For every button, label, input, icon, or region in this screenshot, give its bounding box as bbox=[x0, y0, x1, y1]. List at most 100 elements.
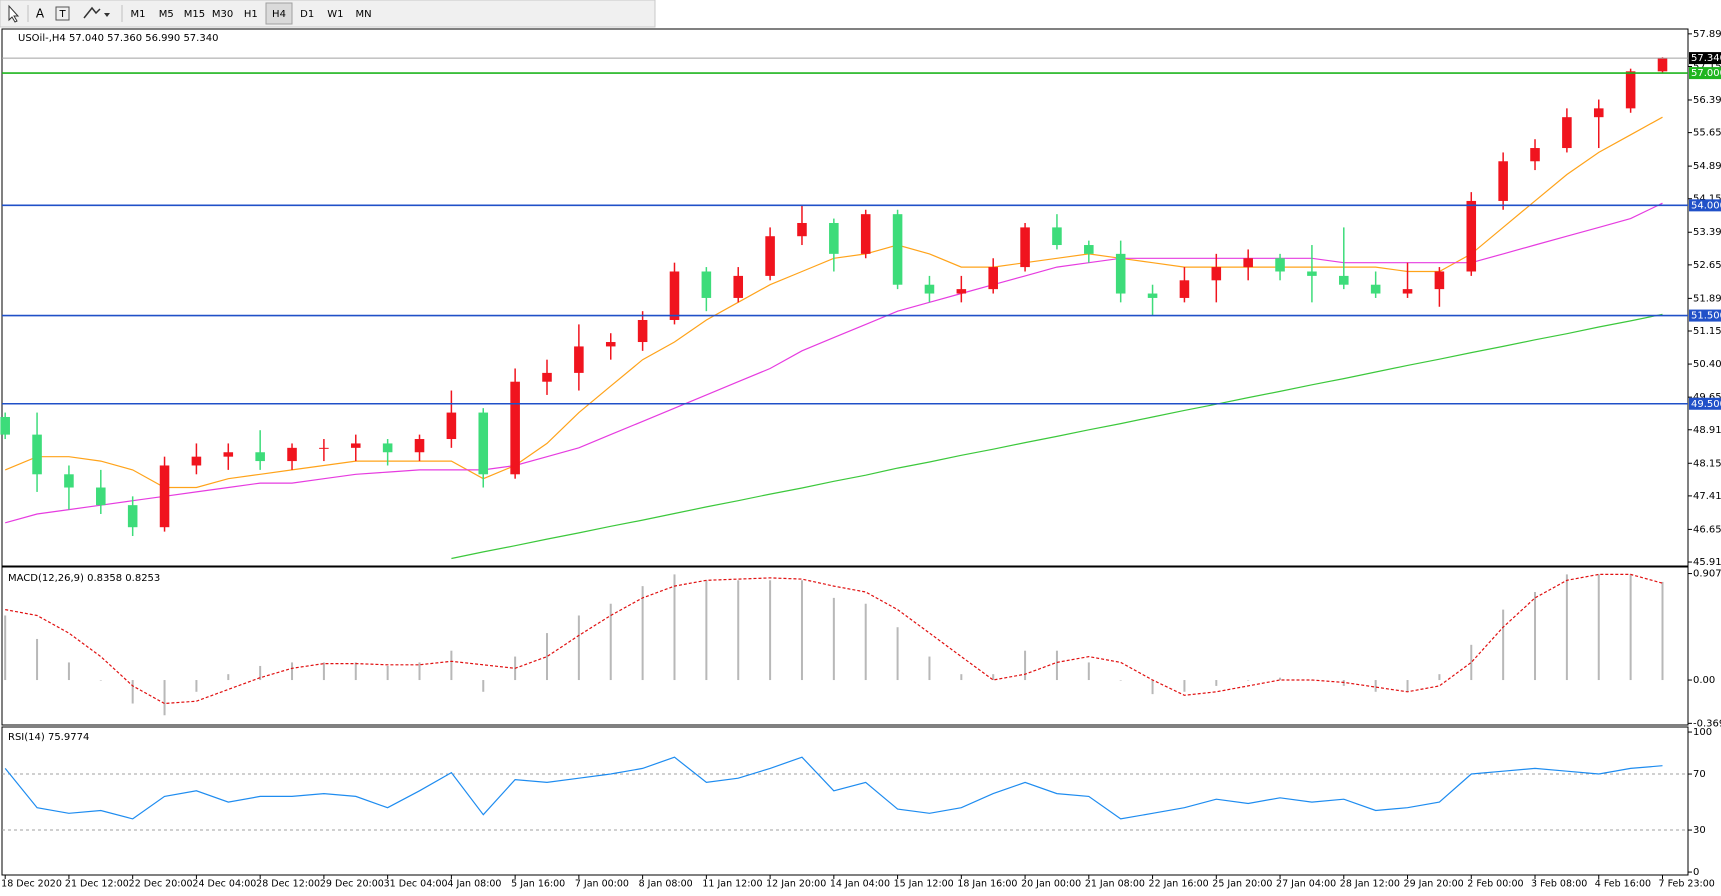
macd-bar bbox=[354, 662, 357, 681]
candle-body bbox=[956, 289, 967, 294]
y-tick-label: 0 bbox=[1693, 867, 1699, 878]
period-button[interactable]: MN bbox=[356, 9, 372, 20]
y-tick-label: 57.150 bbox=[1693, 61, 1721, 72]
y-tick-label: 46.650 bbox=[1693, 524, 1721, 535]
period-button[interactable]: H4 bbox=[272, 9, 286, 20]
chart-title: MACD(12,26,9) 0.8358 0.8253 bbox=[8, 573, 160, 584]
candle-body bbox=[988, 267, 998, 290]
y-tick-label: 50.400 bbox=[1693, 359, 1721, 370]
macd-bar bbox=[1470, 644, 1473, 681]
period-button[interactable]: M30 bbox=[212, 9, 233, 20]
macd-bar bbox=[259, 665, 262, 681]
y-tick-label: 54.150 bbox=[1693, 194, 1721, 205]
current-price-box bbox=[1689, 52, 1721, 65]
y-tick-label: 55.650 bbox=[1693, 128, 1721, 139]
x-tick-label: 21 Dec 12:00 bbox=[65, 879, 129, 890]
x-tick-label: 18 Dec 2020 bbox=[1, 879, 62, 890]
period-button-active[interactable] bbox=[265, 2, 293, 25]
text-tool[interactable]: A bbox=[36, 7, 45, 21]
macd-bar bbox=[1502, 609, 1505, 681]
candle-body bbox=[1339, 275, 1349, 285]
period-button[interactable]: D1 bbox=[300, 9, 314, 20]
x-tick-label: 21 Jan 08:00 bbox=[1085, 879, 1145, 890]
dropdown-arrow[interactable] bbox=[104, 13, 110, 17]
candle-body bbox=[924, 284, 935, 294]
candle-body bbox=[574, 346, 584, 373]
candle-body bbox=[1147, 293, 1158, 298]
macd-bar bbox=[1215, 680, 1218, 686]
candle-body bbox=[96, 487, 106, 506]
macd-bar bbox=[577, 615, 580, 681]
macd-bar bbox=[769, 580, 772, 681]
x-tick-label: 29 Jan 20:00 bbox=[1404, 879, 1464, 890]
macd-bar bbox=[322, 662, 325, 681]
candle-body bbox=[1179, 280, 1190, 298]
candle-body bbox=[669, 271, 680, 320]
candle-body bbox=[605, 342, 616, 347]
candle-body bbox=[510, 381, 520, 475]
x-tick-label: 31 Dec 04:00 bbox=[384, 879, 448, 890]
macd-bar bbox=[1119, 680, 1122, 681]
candle-body bbox=[892, 214, 903, 285]
text-label-tool[interactable]: T bbox=[58, 9, 66, 20]
period-button[interactable]: M15 bbox=[184, 9, 205, 20]
cursor-tool[interactable] bbox=[8, 4, 20, 23]
period-button[interactable]: M5 bbox=[159, 9, 174, 20]
candle-body bbox=[1115, 253, 1126, 294]
chart-title: USOil-,H4 57.040 57.360 56.990 57.340 bbox=[18, 33, 218, 44]
candle-body bbox=[350, 443, 361, 448]
y-tick-label: 45.910 bbox=[1693, 557, 1721, 568]
period-button[interactable]: H1 bbox=[244, 9, 258, 20]
macd-bar bbox=[482, 680, 485, 692]
x-tick-label: 7 Jan 00:00 bbox=[575, 879, 629, 890]
x-tick-label: 20 Jan 00:00 bbox=[1021, 879, 1081, 890]
y-tick-label: 51.150 bbox=[1693, 326, 1721, 337]
y-tick-label: 30 bbox=[1693, 825, 1706, 836]
text-label-tool-box[interactable] bbox=[55, 6, 70, 21]
x-tick-label: 2 Feb 00:00 bbox=[1467, 879, 1523, 890]
candle-body bbox=[1530, 148, 1540, 162]
candle-body bbox=[1657, 58, 1668, 72]
y-tick-label: 57.890 bbox=[1693, 29, 1721, 40]
level-label-box bbox=[1689, 199, 1721, 212]
panel-frame bbox=[1, 726, 1689, 876]
shapes-tool[interactable] bbox=[83, 6, 101, 19]
macd-bar bbox=[609, 603, 612, 681]
y-tick-label: 0.9072 bbox=[1693, 569, 1721, 580]
x-tick-label: 5 Jan 16:00 bbox=[511, 879, 565, 890]
candle-body bbox=[127, 505, 138, 528]
candle-body bbox=[797, 222, 807, 237]
chart-title: RSI(14) 75.9774 bbox=[8, 732, 89, 743]
candle-body bbox=[1593, 108, 1604, 118]
macd-bar bbox=[928, 656, 931, 681]
macd-bar bbox=[36, 638, 39, 681]
macd-bar bbox=[737, 580, 740, 681]
level-label: 54.000 bbox=[1691, 200, 1721, 211]
candle-body bbox=[1020, 227, 1030, 268]
y-tick-label: 47.410 bbox=[1693, 491, 1721, 502]
macd-bar bbox=[1279, 677, 1282, 681]
period-button[interactable]: W1 bbox=[327, 9, 343, 20]
macd-bar bbox=[1247, 680, 1250, 681]
macd-bar bbox=[800, 580, 803, 681]
macd-bar bbox=[450, 650, 453, 681]
candle-body bbox=[1466, 200, 1477, 272]
x-tick-label: 28 Jan 12:00 bbox=[1340, 879, 1400, 890]
x-tick-label: 28 Dec 12:00 bbox=[256, 879, 320, 890]
macd-bar bbox=[227, 674, 230, 681]
candle-body bbox=[1307, 271, 1317, 276]
macd-bar bbox=[1151, 680, 1154, 695]
macd-bar bbox=[1374, 680, 1377, 692]
macd-bar bbox=[67, 662, 70, 681]
period-button[interactable]: M1 bbox=[131, 9, 146, 20]
candle-body bbox=[1434, 271, 1445, 290]
candle-body bbox=[478, 412, 489, 475]
x-tick-label: 22 Jan 16:00 bbox=[1149, 879, 1209, 890]
macd-bar bbox=[1087, 662, 1090, 681]
candle-body bbox=[32, 434, 42, 475]
x-tick-label: 3 Feb 08:00 bbox=[1531, 879, 1587, 890]
candle-body bbox=[1275, 258, 1285, 272]
candle-body bbox=[1498, 161, 1508, 201]
macd-bar bbox=[291, 662, 294, 681]
